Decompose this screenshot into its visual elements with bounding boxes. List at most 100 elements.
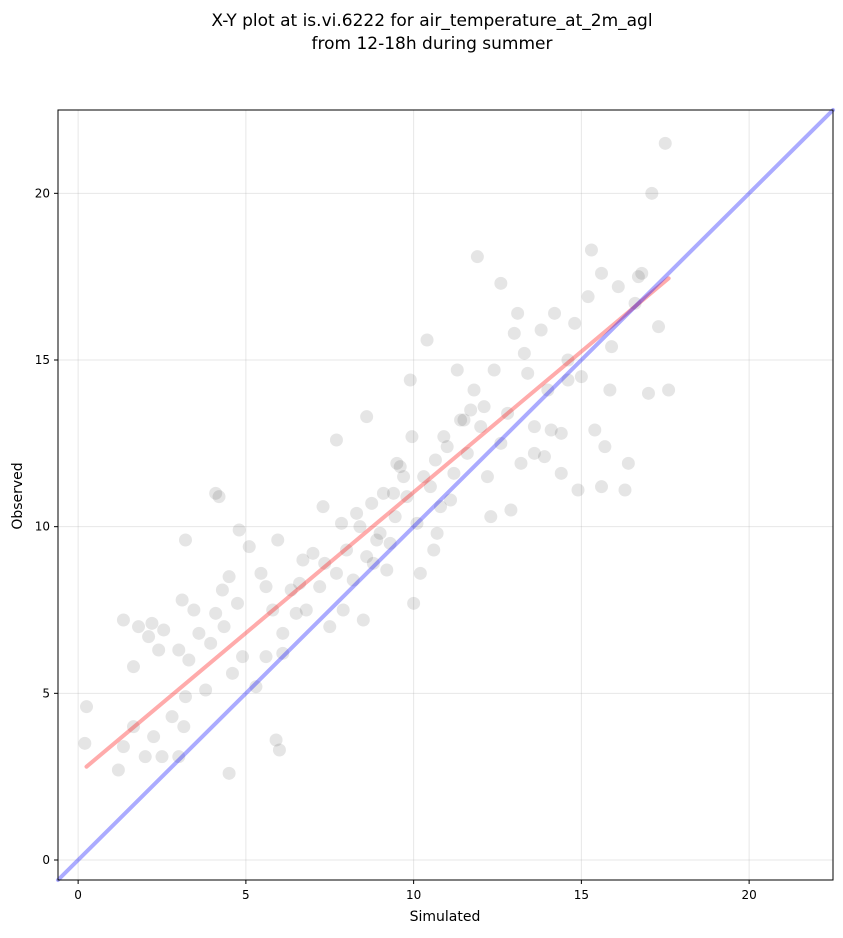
data-point <box>172 750 186 764</box>
chart-subtitle: from 12-18h during summer <box>312 34 553 54</box>
data-point <box>266 603 280 617</box>
data-point <box>340 543 354 557</box>
data-point <box>507 326 521 340</box>
data-point <box>360 410 374 424</box>
data-point <box>289 606 303 620</box>
data-point <box>433 500 447 514</box>
data-point <box>427 543 441 557</box>
data-point <box>407 596 421 610</box>
data-point <box>440 440 454 454</box>
points-layer <box>78 136 676 780</box>
data-point <box>365 496 379 510</box>
data-point <box>254 566 268 580</box>
data-point <box>80 700 94 714</box>
x-axis-label: Simulated <box>410 909 481 925</box>
data-point <box>561 373 575 387</box>
data-point <box>554 426 568 440</box>
one-to-one-line <box>56 108 835 882</box>
data-point <box>444 493 458 507</box>
data-point <box>316 500 330 514</box>
data-point <box>217 620 231 634</box>
data-point <box>271 533 285 547</box>
data-point <box>249 680 263 694</box>
data-point <box>641 386 655 400</box>
data-point <box>437 430 451 444</box>
data-point <box>467 383 481 397</box>
data-point <box>269 733 283 747</box>
data-point <box>165 710 179 724</box>
data-point <box>259 580 273 594</box>
data-point <box>272 743 286 757</box>
data-point <box>397 470 411 484</box>
x-tick-label: 10 <box>406 888 421 902</box>
data-point <box>138 750 152 764</box>
data-point <box>276 626 290 640</box>
data-point <box>236 650 250 664</box>
x-tick-label: 5 <box>242 888 250 902</box>
data-point <box>504 503 518 517</box>
data-point <box>329 433 343 447</box>
data-point <box>230 596 244 610</box>
data-point <box>182 653 196 667</box>
data-point <box>242 540 256 554</box>
data-point <box>511 306 525 320</box>
data-point <box>628 296 642 310</box>
data-point <box>356 613 370 627</box>
data-point <box>284 583 298 597</box>
data-point <box>574 370 588 384</box>
data-point <box>514 456 528 470</box>
y-tick-label: 10 <box>35 520 50 534</box>
data-point <box>350 506 364 520</box>
data-point <box>635 266 649 280</box>
data-point <box>645 186 659 200</box>
data-point <box>595 480 609 494</box>
y-tick-label: 20 <box>35 186 50 200</box>
data-point <box>450 363 464 377</box>
data-point <box>204 636 218 650</box>
y-axis-label: Observed <box>10 462 26 529</box>
data-point <box>111 763 125 777</box>
data-point <box>313 580 327 594</box>
data-point <box>571 483 585 497</box>
data-point <box>172 643 186 657</box>
data-point <box>417 470 431 484</box>
data-point <box>126 660 140 674</box>
data-point <box>521 366 535 380</box>
data-point <box>413 566 427 580</box>
data-point <box>554 466 568 480</box>
data-point <box>652 320 666 334</box>
data-point <box>428 453 442 467</box>
data-point <box>598 440 612 454</box>
data-point <box>212 490 226 504</box>
x-tick-label: 0 <box>74 888 82 902</box>
data-point <box>360 550 374 564</box>
data-point <box>662 383 676 397</box>
data-point <box>611 280 625 294</box>
data-point <box>527 420 541 434</box>
data-point <box>584 243 598 257</box>
y-tick-label: 0 <box>42 853 50 867</box>
data-point <box>487 363 501 377</box>
data-point <box>480 470 494 484</box>
data-point <box>329 566 343 580</box>
data-point <box>299 603 313 617</box>
data-point <box>178 533 192 547</box>
data-point <box>376 486 390 500</box>
data-point <box>403 373 417 387</box>
data-point <box>388 510 402 524</box>
data-point <box>420 333 434 347</box>
chart-title: X-Y plot at is.vi.6222 for air_temperatu… <box>211 11 652 31</box>
data-point <box>470 250 484 264</box>
data-point <box>222 570 236 584</box>
data-point <box>380 563 394 577</box>
data-point <box>336 603 350 617</box>
data-point <box>318 556 332 570</box>
data-point <box>225 666 239 680</box>
data-point <box>618 483 632 497</box>
data-point <box>454 413 468 427</box>
data-point <box>334 516 348 530</box>
data-point <box>259 650 273 664</box>
data-point <box>457 413 471 427</box>
